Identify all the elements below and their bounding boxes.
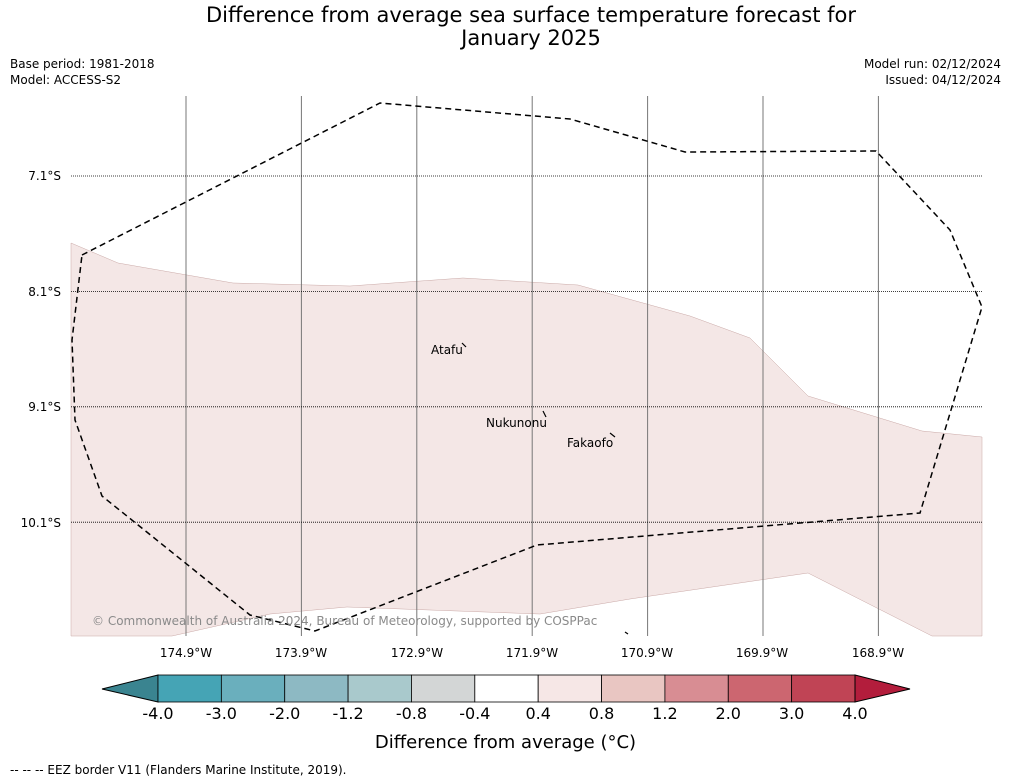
meta-left: Base period: 1981-2018 Model: ACCESS-S2 [10, 56, 155, 88]
colorbar-cells [157, 674, 856, 703]
colorbar-tick-label: -0.4 [459, 704, 491, 723]
forecast-fill-band [70, 242, 983, 637]
place-label-nukunonu: Nukunonu [486, 416, 547, 430]
lon-tick-label: 172.9°W [390, 646, 444, 660]
model-run: Model run: 02/12/2024 [863, 57, 1001, 71]
colorbar-cell [474, 674, 539, 703]
colorbar-tick-label: -0.8 [395, 704, 428, 723]
meta-right: Model run: 02/12/2024 Issued: 04/12/2024 [864, 56, 1001, 88]
place-label-atafu: Atafu [431, 343, 463, 357]
colorbar-cell [537, 674, 602, 703]
colorbar-cell [727, 674, 793, 703]
model-name: Model: ACCESS-S2 [10, 73, 122, 87]
lat-tick-label: 8.1°S [28, 285, 61, 299]
colorbar-high-extension [854, 674, 911, 703]
gridlines [71, 96, 982, 636]
colorbar-tick-label: 0.8 [588, 704, 615, 723]
small-island-mark [624, 631, 629, 635]
colorbar-tick-label: -3.0 [205, 704, 237, 723]
lon-tick-label: 174.9°W [159, 646, 213, 660]
chart-title-line-1: Difference from average sea surface temp… [206, 3, 856, 27]
base-period: Base period: 1981-2018 [10, 57, 155, 71]
fakaofo-island-mark [609, 432, 616, 438]
lon-tick-label: 173.9°W [274, 646, 328, 660]
lon-tick-label: 169.9°W [735, 646, 789, 660]
chart-title: Difference from average sea surface temp… [0, 4, 1011, 50]
colorbar-tick-label: -1.2 [332, 704, 364, 723]
colorbar-cell [157, 674, 222, 703]
lon-tick-label: 171.9°W [505, 646, 559, 660]
eez-legend: -- -- -- EEZ border V11 (Flanders Marine… [10, 763, 347, 777]
colorbar-tick-label: -4.0 [142, 704, 174, 723]
colorbar-low-extension [101, 674, 159, 703]
issued-date: Issued: 04/12/2024 [885, 73, 1001, 87]
colorbar-tick-label: 3.0 [778, 704, 805, 723]
colorbar-tick-label: -2.0 [269, 704, 301, 723]
lat-tick-label: 10.1°S [20, 516, 61, 530]
colorbar-tick-label: 1.2 [652, 704, 678, 723]
colorbar-cell [347, 674, 412, 703]
lat-tick-label: 9.1°S [28, 400, 61, 414]
colorbar-tick-label: 4.0 [842, 704, 868, 723]
lat-tick-label: 7.1°S [28, 169, 61, 183]
colorbar-tick-label: 0.4 [525, 704, 551, 723]
colorbar-tick-label: 2.0 [715, 704, 741, 723]
copyright-notice: © Commonwealth of Australia 2024, Bureau… [92, 614, 598, 628]
chart-title-line-2: January 2025 [461, 26, 601, 50]
colorbar-cell [411, 674, 476, 703]
atafu-island-mark [461, 342, 467, 348]
colorbar-cell [284, 674, 349, 703]
nukunonu-island-mark [542, 410, 547, 418]
colorbar-cell [664, 674, 729, 703]
colorbar-title: Difference from average (°C) [374, 732, 637, 753]
colorbar-cell [220, 674, 286, 703]
lon-tick-label: 168.9°W [851, 646, 905, 660]
lon-tick-label: 170.9°W [620, 646, 674, 660]
colorbar-cell [601, 674, 666, 703]
eez-border [71, 102, 983, 632]
colorbar-cell [791, 674, 856, 703]
place-label-fakaofo: Fakaofo [567, 436, 614, 450]
